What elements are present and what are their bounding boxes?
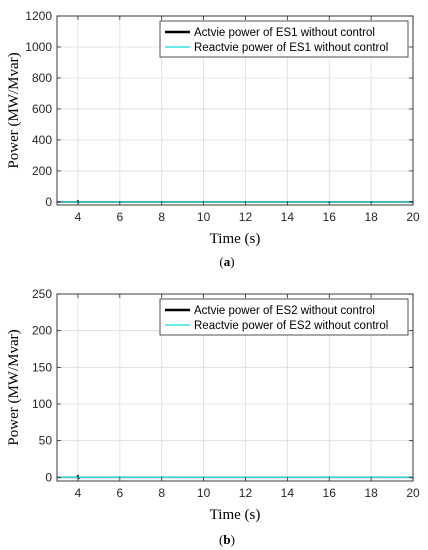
x-tick-label: 10 — [197, 486, 211, 500]
y-tick-label: 150 — [32, 360, 52, 374]
x-tick-label: 8 — [158, 486, 165, 500]
x-tick-label: 16 — [323, 486, 337, 500]
y-tick-label: 200 — [32, 164, 52, 178]
x-axis-label: Time (s) — [210, 231, 261, 247]
x-tick-label: 12 — [239, 210, 253, 224]
y-tick-label: 200 — [32, 324, 52, 338]
x-tick-label: 6 — [116, 486, 123, 500]
x-tick-label: 4 — [75, 210, 82, 224]
legend-entry-1: Actvie power of ES2 without control — [194, 305, 375, 317]
x-tick-label: 20 — [406, 486, 420, 500]
legend-entry-2: Reactvie power of ES2 without control — [194, 320, 388, 332]
legend-entry-1: Actvie power of ES1 without control — [194, 27, 375, 39]
chart-panel-1: 4 6 8 10 12 14 16 18 20020040060080010001200Time… — [6, 9, 420, 269]
legend-entry-2: Reactvie power of ES1 without control — [194, 42, 388, 54]
y-tick-label: 800 — [32, 71, 52, 85]
panel-caption: (a) — [219, 254, 234, 269]
y-axis-label: Power (MW/Mvar) — [6, 52, 22, 168]
y-tick-label: 1000 — [25, 40, 52, 54]
axes-frame — [56, 15, 414, 206]
x-tick-label: 18 — [364, 210, 378, 224]
y-tick-label: 0 — [45, 195, 52, 209]
x-tick-label: 14 — [281, 210, 295, 224]
y-tick-label: 400 — [32, 133, 52, 147]
x-tick-label: 12 — [239, 486, 253, 500]
y-tick-label: 600 — [32, 102, 52, 116]
legend-box — [159, 298, 409, 336]
x-tick-label: 8 — [158, 210, 165, 224]
x-tick-label: 4 — [75, 486, 82, 500]
y-tick-label: 1200 — [25, 9, 52, 23]
x-axis-label: Time (s) — [210, 507, 261, 523]
x-tick-label: 20 — [406, 210, 420, 224]
y-tick-label: 250 — [32, 287, 52, 301]
x-tick-label: 6 — [116, 210, 123, 224]
y-axis-label: Power (MW/Mvar) — [6, 329, 22, 445]
y-tick-label: 50 — [39, 434, 53, 448]
x-tick-label: 16 — [323, 210, 337, 224]
y-tick-label: 0 — [45, 470, 52, 484]
axes-frame — [56, 293, 414, 482]
legend: Actvie power of ES2 without control React… — [159, 298, 409, 336]
y-tick-label: 100 — [32, 397, 52, 411]
x-tick-label: 10 — [197, 210, 211, 224]
legend: Actvie power of ES1 without control React… — [159, 20, 409, 58]
x-tick-label: 18 — [364, 486, 378, 500]
panel-caption: (b) — [219, 532, 235, 547]
legend-box — [159, 20, 409, 58]
x-tick-label: 14 — [281, 486, 295, 500]
